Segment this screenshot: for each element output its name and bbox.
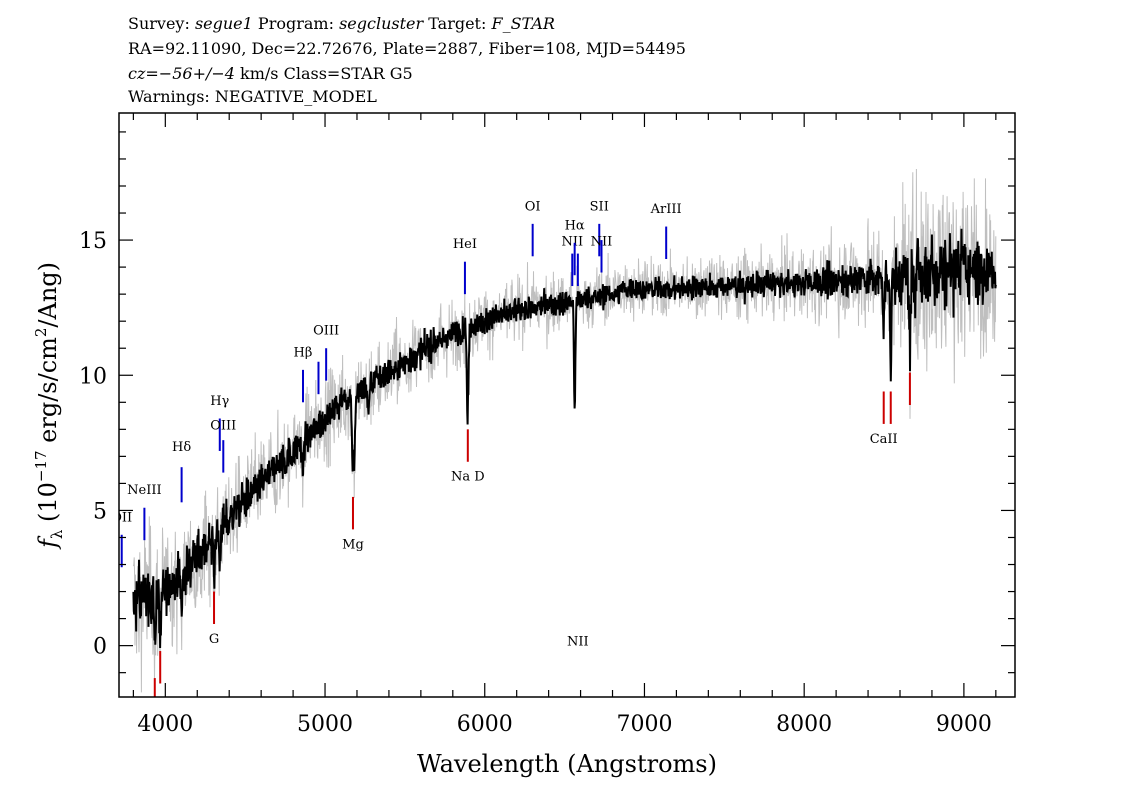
- x-axis-title: Wavelength (Angstroms): [417, 750, 717, 778]
- line-label-10: NII: [561, 234, 583, 249]
- y-axis-title: fλ (10−17 erg/s/cm2/Ang): [32, 262, 66, 550]
- line-label-18: G: [209, 632, 219, 647]
- line-label-1: NeIII: [127, 483, 161, 498]
- tick-labels: 4000 5000 6000 7000 8000 9000 0 5 10 15: [79, 229, 992, 737]
- line-label-0: OII: [111, 510, 132, 525]
- header: Survey: segue1 Program: segcluster Targe…: [128, 14, 686, 106]
- line-label-14: NII: [591, 234, 613, 249]
- y-axis-title-pre: (10: [34, 482, 62, 530]
- x-tick-label: 8000: [776, 712, 832, 737]
- line-label-2: Hδ: [172, 440, 191, 455]
- x-tick-label: 7000: [616, 712, 672, 737]
- line-label-11: Hα: [565, 218, 585, 233]
- cz-value: −56+/−4: [159, 64, 235, 83]
- y-axis-title-mid: erg/s/cm: [34, 337, 62, 451]
- header-line-3: cz=−56+/−4 km/s Class=STAR G5: [128, 64, 413, 83]
- spectrum-line: [132, 228, 997, 649]
- x-tick-label: 5000: [297, 712, 353, 737]
- x-tick-label: 9000: [936, 712, 992, 737]
- class-info: km/s Class=STAR G5: [235, 64, 413, 83]
- line-label-12: NII: [567, 635, 589, 650]
- survey-label: Survey:: [128, 14, 190, 33]
- header-line-2: RA=92.11090, Dec=22.72676, Plate=2887, F…: [128, 39, 686, 58]
- header-line-4: Warnings: NEGATIVE_MODEL: [128, 87, 377, 106]
- program-value: segcluster: [339, 14, 424, 33]
- target-label: Target:: [428, 14, 486, 33]
- line-label-19: Mg: [342, 537, 364, 552]
- line-label-15: ArIII: [650, 202, 682, 217]
- y-axis-title-exp2: 2: [32, 328, 50, 338]
- x-tick-label: 6000: [457, 712, 513, 737]
- y-tick-label: 0: [93, 635, 107, 660]
- survey-value: segue1: [195, 14, 253, 33]
- header-line-1: Survey: segue1 Program: segcluster Targe…: [128, 14, 555, 33]
- line-label-21: CaII: [870, 432, 898, 447]
- y-tick-label: 15: [79, 229, 107, 254]
- line-markers: OIINeIIIHδHγOIIIHβOIIIHeIOINIIHαNIISIINI…: [111, 199, 911, 697]
- axis-ticks: [119, 113, 1015, 697]
- program-label: Program:: [258, 14, 334, 33]
- plot-frame: [118, 112, 1016, 698]
- plot-area: OIINeIIIHδHγOIIIHβOIIIHeIOINIIHαNIISIINI…: [111, 168, 997, 697]
- line-label-9: OI: [525, 199, 541, 214]
- line-label-7: OIII: [313, 324, 339, 339]
- y-tick-label: 5: [93, 499, 107, 524]
- line-label-3: Hγ: [210, 394, 229, 409]
- target-value: F_STAR: [490, 14, 554, 33]
- line-label-20: Na D: [451, 470, 485, 485]
- line-label-5: Hβ: [294, 345, 313, 360]
- line-label-8: HeI: [453, 237, 477, 252]
- y-tick-label: 10: [79, 364, 107, 389]
- x-tick-label: 4000: [137, 712, 193, 737]
- error-band: [132, 168, 997, 693]
- line-label-13: SII: [590, 199, 609, 214]
- y-axis-title-exp1: −17: [32, 450, 50, 482]
- y-axis-title-sub: λ: [48, 529, 66, 539]
- cz-label: cz=: [128, 64, 159, 83]
- y-axis-title-post: /Ang): [34, 262, 62, 328]
- line-label-4: OIII: [210, 418, 236, 433]
